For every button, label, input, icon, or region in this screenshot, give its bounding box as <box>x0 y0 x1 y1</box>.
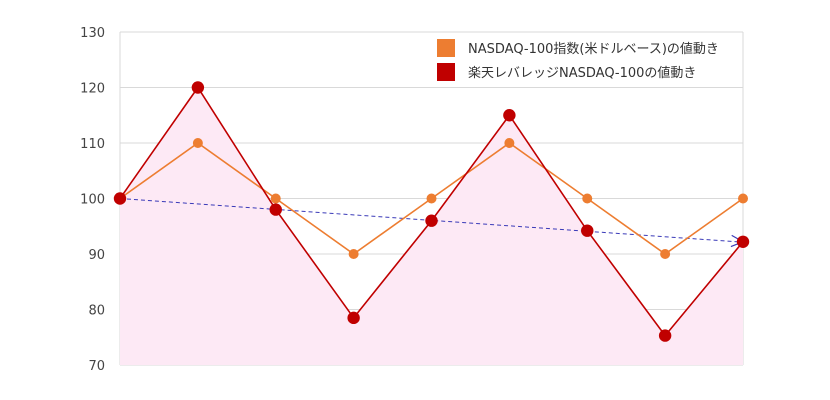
series-0-point-2 <box>270 193 281 204</box>
y-tick-label-90: 90 <box>88 248 105 263</box>
series-1-point-3 <box>347 311 360 325</box>
legend: NASDAQ-100指数(米ドルベース)の値動き 楽天レバレッジNASDAQ-1… <box>437 39 719 81</box>
series <box>113 81 750 342</box>
y-tick-label-70: 70 <box>88 359 105 374</box>
y-tick-label-110: 110 <box>80 137 105 152</box>
y-tick-label-130: 130 <box>80 26 105 41</box>
legend-swatch-nasdaq <box>437 39 455 57</box>
series-1-point-0 <box>113 192 127 205</box>
series-1-point-6 <box>581 224 594 237</box>
series-0-point-4 <box>426 193 437 204</box>
y-tick-label-80: 80 <box>88 304 105 319</box>
series-0-point-3 <box>348 249 359 259</box>
y-tick-label-120: 120 <box>80 82 105 97</box>
series-1-point-1 <box>191 81 205 94</box>
y-tick-label-100: 100 <box>80 193 105 208</box>
series-0-point-7 <box>660 249 671 259</box>
series-1-point-7 <box>658 329 672 342</box>
legend-label-rakuten: 楽天レバレッジNASDAQ-100の値動き <box>468 65 696 81</box>
y-axis: 70 80 90 100 110 120 130 <box>80 26 105 374</box>
series-1-point-8 <box>736 235 750 248</box>
series-0-point-5 <box>504 138 515 148</box>
series-0-point-6 <box>582 193 593 204</box>
series-1-point-5 <box>503 109 516 122</box>
legend-label-nasdaq: NASDAQ-100指数(米ドルベース)の値動き <box>468 41 719 57</box>
series-0-point-8 <box>738 193 748 204</box>
series-0-point-1 <box>192 138 203 148</box>
series-1-point-2 <box>269 203 282 216</box>
series-1-point-4 <box>425 214 438 227</box>
legend-swatch-rakuten <box>437 63 455 81</box>
